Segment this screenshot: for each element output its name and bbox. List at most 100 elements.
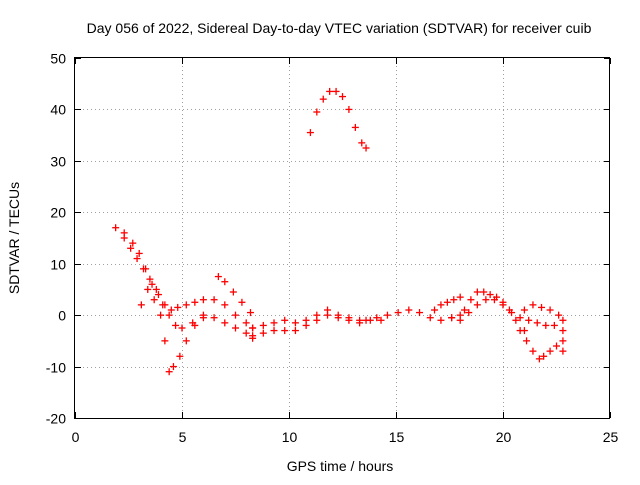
y-tick-label: 0	[58, 308, 66, 324]
data-point	[473, 301, 481, 309]
y-axis-label: SDTVAR / TECUs	[6, 182, 22, 294]
data-point	[148, 280, 156, 288]
data-point	[120, 234, 128, 242]
data-point	[129, 239, 137, 247]
data-point	[135, 249, 143, 257]
data-point	[559, 327, 567, 335]
data-point	[281, 327, 289, 335]
data-point	[540, 352, 548, 360]
data-point	[112, 224, 120, 232]
data-point	[516, 314, 524, 322]
data-point	[182, 301, 190, 309]
data-point	[332, 87, 340, 95]
data-point	[281, 316, 289, 324]
data-point	[416, 309, 424, 317]
data-point	[319, 95, 327, 103]
series-arc-early-mid	[120, 234, 257, 342]
data-point	[555, 311, 563, 319]
y-tick-label: 40	[50, 102, 66, 118]
data-point	[559, 347, 567, 355]
data-point	[535, 355, 543, 363]
data-point	[154, 291, 162, 299]
data-point	[448, 314, 456, 322]
data-point	[210, 314, 218, 322]
data-point	[525, 316, 533, 324]
x-tick-label: 20	[496, 429, 512, 445]
series-arc-19h	[460, 288, 528, 335]
y-tick-label: 30	[50, 154, 66, 170]
x-tick-label: 0	[72, 429, 80, 445]
data-point	[345, 105, 353, 113]
data-point	[238, 298, 246, 306]
data-point	[229, 288, 237, 296]
data-point	[405, 306, 413, 314]
data-point	[313, 316, 321, 324]
data-point	[144, 285, 152, 293]
data-point	[291, 319, 299, 327]
data-point	[426, 314, 434, 322]
data-point	[270, 327, 278, 335]
data-point	[199, 296, 207, 304]
data-point	[339, 93, 346, 101]
data-point	[559, 337, 567, 345]
data-point	[480, 288, 488, 296]
data-point	[165, 311, 173, 319]
data-point	[550, 321, 558, 329]
ticks-layer: 0 5 10 15 20 25 -20 -10 0 10 20 30 40 50	[46, 51, 619, 446]
grid-layer	[75, 58, 610, 418]
data-point	[437, 301, 445, 309]
data-point	[150, 296, 158, 304]
series-arc-17h	[431, 293, 464, 314]
data-point	[437, 316, 445, 324]
x-tick-label: 25	[603, 429, 619, 445]
data-point	[362, 144, 370, 152]
data-point	[214, 273, 222, 281]
series-arc-19h-low	[448, 296, 567, 335]
data-point	[465, 309, 473, 317]
data-point	[246, 309, 254, 317]
data-point	[313, 108, 321, 116]
data-point	[210, 296, 218, 304]
data-point	[249, 324, 257, 332]
data-point	[167, 306, 175, 314]
data-point	[139, 265, 147, 273]
data-point	[302, 321, 310, 329]
data-point	[291, 327, 299, 335]
series-arc-early-high	[112, 224, 257, 332]
data-point	[345, 316, 353, 324]
data-point	[242, 329, 250, 337]
y-tick-label: 10	[50, 257, 66, 273]
data-point	[529, 301, 537, 309]
data-point	[456, 316, 464, 324]
data-point	[523, 337, 531, 345]
data-point	[529, 347, 537, 355]
data-point	[221, 319, 229, 327]
data-point	[232, 311, 239, 319]
y-tick-label: 50	[50, 51, 66, 67]
data-point	[324, 311, 332, 319]
data-point	[199, 311, 207, 319]
data-point	[159, 301, 167, 309]
data-point	[520, 306, 528, 314]
data-point	[456, 293, 464, 301]
data-point	[356, 319, 364, 327]
data-point	[512, 316, 520, 324]
series-arc-noon-high	[306, 87, 370, 152]
x-tick-label: 15	[389, 429, 405, 445]
data-point	[172, 321, 180, 329]
data-point	[351, 123, 359, 131]
data-point	[178, 324, 186, 332]
data-point	[146, 275, 154, 283]
series-dip-to-min	[137, 285, 207, 376]
data-point	[533, 319, 541, 327]
series-band-8-14-low	[249, 311, 364, 340]
data-point	[467, 296, 475, 304]
data-point	[259, 321, 267, 329]
data-point	[191, 298, 199, 306]
data-point	[191, 321, 199, 329]
data-point	[542, 321, 550, 329]
series-band-14-18	[362, 306, 464, 324]
y-tick-label: 20	[50, 205, 66, 221]
x-axis-label: GPS time / hours	[287, 458, 394, 474]
data-point	[383, 311, 391, 319]
